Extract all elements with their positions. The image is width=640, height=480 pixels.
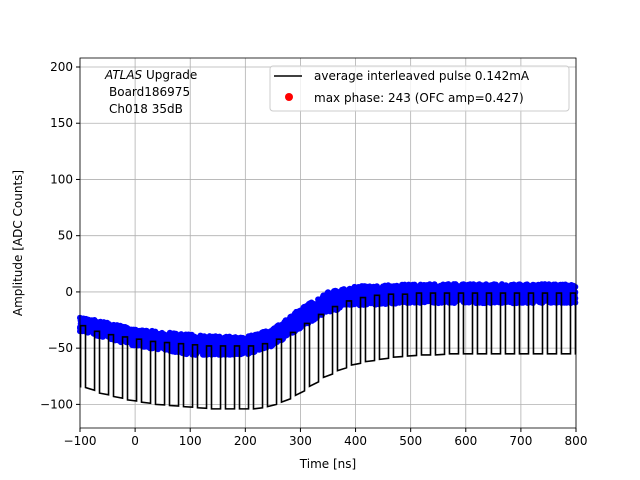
- x-tick-label: 300: [289, 434, 312, 448]
- x-tick-label: 700: [509, 434, 532, 448]
- y-tick-label: 200: [50, 60, 73, 74]
- scatter-series: [77, 281, 579, 358]
- annotation-rest: Upgrade: [142, 68, 197, 82]
- x-tick-label: 800: [565, 434, 588, 448]
- x-tick-label: −100: [64, 434, 97, 448]
- annotation-line2: Board186975: [109, 85, 190, 99]
- annotation-line3: Ch018 35dB: [109, 102, 183, 116]
- x-tick-label: 200: [234, 434, 257, 448]
- x-axis-label: Time [ns]: [299, 457, 356, 471]
- legend-entry-max-phase: max phase: 243 (OFC amp=0.427): [314, 91, 524, 105]
- x-tick-label: 0: [131, 434, 139, 448]
- annotation-italic: ATLAS: [104, 68, 143, 82]
- y-tick-label: 0: [65, 285, 73, 299]
- pulse-line: [79, 292, 577, 410]
- legend-box: [269, 65, 570, 112]
- ticks: −100 0 100 200 300 400 500 600 700 800 −100 −50 0 50 1…: [40, 60, 587, 448]
- y-axis-label: Amplitude [ADC Counts]: [11, 170, 25, 316]
- axes-frame: [79, 57, 577, 429]
- legend: average interleaved pulse 0.142mA max ph…: [269, 65, 570, 112]
- annotation: ATLAS Upgrade Board186975 Ch018 35dB: [104, 68, 197, 116]
- x-tick-label: 400: [344, 434, 367, 448]
- x-tick-label: 500: [399, 434, 422, 448]
- x-tick-label: 100: [179, 434, 202, 448]
- scatter-point: [572, 283, 579, 290]
- y-tick-label: 50: [58, 229, 73, 243]
- legend-red-dot-marker: [285, 93, 293, 101]
- annotation-line1: ATLAS Upgrade: [104, 68, 197, 82]
- y-tick-label: −100: [40, 397, 73, 411]
- legend-entry-pulse: average interleaved pulse 0.142mA: [314, 69, 530, 83]
- y-tick-label: −50: [48, 341, 73, 355]
- x-tick-label: 600: [454, 434, 477, 448]
- y-tick-label: 100: [50, 172, 73, 186]
- y-tick-label: 150: [50, 116, 73, 130]
